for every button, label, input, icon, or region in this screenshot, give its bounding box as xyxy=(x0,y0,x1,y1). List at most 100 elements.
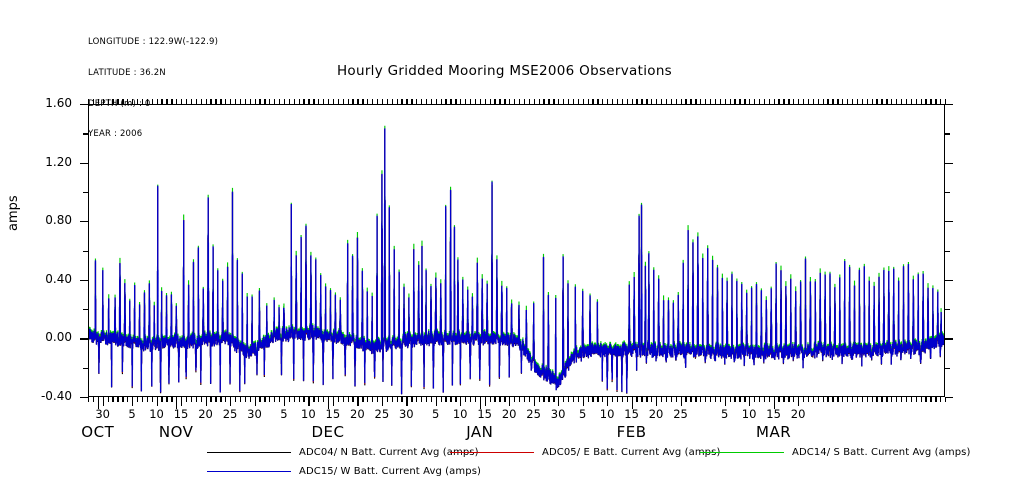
y-tick-major-right xyxy=(945,221,953,223)
x-tick-minor-top xyxy=(567,99,570,104)
month-label: FEB xyxy=(616,423,647,441)
x-tick-minor-top xyxy=(778,99,780,104)
x-tick-minor xyxy=(342,397,344,402)
x-tick-minor-top xyxy=(665,99,668,104)
x-tick-minor xyxy=(842,397,844,402)
y-tick-label: 0.40 xyxy=(45,271,72,286)
x-tick-minor xyxy=(881,397,883,402)
x-tick-minor xyxy=(690,397,692,402)
x-tick-minor-top xyxy=(754,99,756,104)
legend-color-swatch xyxy=(207,471,291,472)
x-tick-minor xyxy=(910,397,913,402)
x-tick-minor-top xyxy=(714,99,717,104)
x-tick-minor xyxy=(920,397,922,402)
x-tick-minor-top xyxy=(122,99,124,104)
x-tick-label: 15 xyxy=(477,407,492,421)
x-tick-minor-top xyxy=(127,99,129,104)
x-tick-minor-top xyxy=(215,99,217,104)
x-tick-minor-top xyxy=(88,99,90,104)
x-tick-minor-top xyxy=(347,99,349,104)
x-tick-minor xyxy=(161,397,163,402)
x-tick-minor-top xyxy=(705,99,707,104)
x-tick-minor xyxy=(166,397,168,402)
x-tick-minor-top xyxy=(151,99,153,104)
y-tick-minor xyxy=(83,367,88,369)
x-tick-major xyxy=(406,397,408,406)
x-tick-major xyxy=(357,397,359,406)
x-tick-minor-top xyxy=(700,99,702,104)
y-tick-minor-right xyxy=(945,191,950,194)
x-tick-minor-top xyxy=(283,99,286,104)
x-tick-minor-top xyxy=(817,99,819,104)
x-tick-minor xyxy=(567,397,570,402)
x-tick-minor-top xyxy=(352,99,354,104)
x-tick-minor xyxy=(421,397,423,402)
x-tick-minor xyxy=(709,397,712,402)
x-tick-minor xyxy=(416,397,418,402)
x-tick-minor xyxy=(665,397,668,402)
x-tick-label: 15 xyxy=(173,407,189,421)
x-tick-minor xyxy=(587,397,589,402)
x-tick-minor xyxy=(122,397,124,402)
x-tick-minor-top xyxy=(558,99,560,104)
x-tick-minor-top xyxy=(435,99,437,104)
legend-color-swatch xyxy=(700,452,784,453)
y-tick-major xyxy=(80,279,88,282)
y-tick-minor xyxy=(83,133,88,135)
x-tick-minor-top xyxy=(323,99,325,104)
x-tick-major xyxy=(156,397,158,406)
chart-canvas xyxy=(88,125,945,395)
x-tick-minor-top xyxy=(376,99,379,104)
x-tick-minor xyxy=(469,397,472,402)
x-tick-minor xyxy=(876,397,878,402)
x-tick-minor-top xyxy=(97,99,100,104)
x-tick-minor-top xyxy=(239,99,242,104)
x-tick-minor-top xyxy=(827,99,829,104)
x-tick-minor-top xyxy=(489,99,491,104)
x-tick-label: 10 xyxy=(452,407,468,421)
x-tick-minor xyxy=(592,397,594,402)
x-tick-minor-top xyxy=(132,99,134,104)
x-month-tick xyxy=(327,397,330,409)
x-tick-minor-top xyxy=(386,99,389,104)
x-tick-minor-top xyxy=(254,99,256,104)
chart-title: Hourly Gridded Mooring MSE2006 Observati… xyxy=(336,63,673,79)
x-tick-minor xyxy=(465,397,467,402)
x-tick-minor xyxy=(626,397,628,402)
x-tick-major xyxy=(102,397,104,406)
x-tick-minor xyxy=(675,397,677,402)
x-tick-major xyxy=(381,397,384,406)
x-tick-minor-top xyxy=(920,99,922,104)
x-tick-minor xyxy=(891,397,893,402)
x-tick-minor-top xyxy=(367,99,369,104)
x-tick-major xyxy=(254,397,256,406)
x-tick-minor-top xyxy=(788,99,790,104)
x-tick-minor xyxy=(494,397,496,402)
x-tick-minor xyxy=(866,397,868,402)
x-tick-minor xyxy=(577,397,579,402)
x-tick-minor-top xyxy=(719,99,722,104)
x-tick-minor-top xyxy=(484,99,486,104)
x-tick-major xyxy=(582,397,584,406)
x-tick-minor-top xyxy=(773,99,775,104)
x-tick-major xyxy=(332,397,335,406)
x-tick-minor-top xyxy=(866,99,868,104)
x-tick-minor-top xyxy=(925,99,927,104)
x-tick-label: 25 xyxy=(374,407,390,421)
x-tick-minor xyxy=(234,397,237,402)
x-tick-minor-top xyxy=(695,99,697,104)
x-tick-minor xyxy=(714,397,717,402)
x-tick-minor-top xyxy=(793,99,795,104)
x-tick-label: 20 xyxy=(198,407,213,421)
x-tick-minor xyxy=(783,397,785,402)
x-tick-minor-top xyxy=(729,99,731,104)
x-tick-minor-top xyxy=(660,99,663,104)
x-tick-minor-top xyxy=(469,99,472,104)
x-tick-minor-top xyxy=(474,99,477,104)
x-tick-minor xyxy=(616,397,619,402)
x-tick-major xyxy=(656,397,658,406)
x-tick-minor-top xyxy=(915,99,917,104)
x-tick-minor xyxy=(318,397,320,402)
x-tick-minor-top xyxy=(406,99,408,104)
x-tick-minor xyxy=(945,397,947,402)
